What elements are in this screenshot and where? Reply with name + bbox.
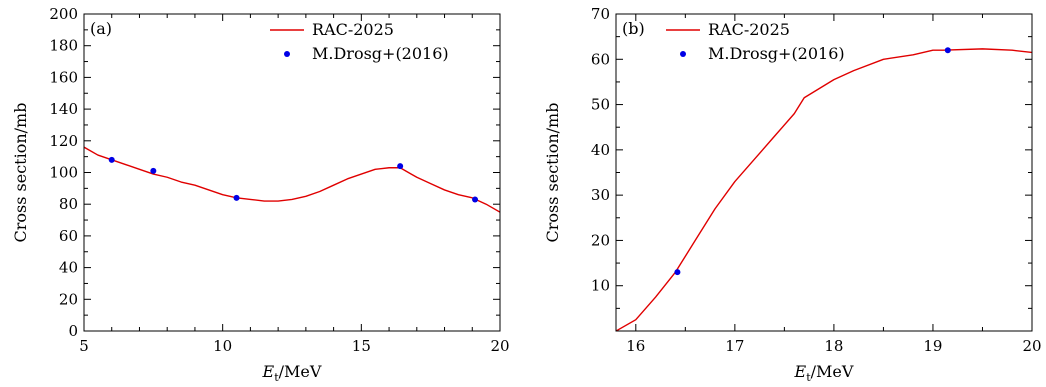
chart-panel-a: 5 10 15 20020406080100120140160180200Et/MeV… — [11, 5, 510, 384]
plot-frame — [615, 13, 1033, 332]
y-axis-label: Cross section/mb — [11, 103, 30, 243]
x-tick-label: 16 — [626, 337, 645, 355]
panel-label: (a) — [90, 19, 112, 38]
y-tick-label: 70 — [591, 5, 610, 23]
x-tick-label: 10 — [213, 337, 232, 355]
x-axis-label: Et/MeV — [262, 362, 322, 384]
y-tick-label: 180 — [49, 37, 78, 55]
y-tick-label: 20 — [59, 290, 78, 308]
y-tick-label: 140 — [49, 100, 78, 118]
y-tick-label: 50 — [591, 96, 610, 114]
legend-label: RAC-2025 — [708, 20, 790, 39]
legend-label: RAC-2025 — [312, 20, 394, 39]
x-tick-label: 5 — [79, 337, 89, 355]
y-tick-label: 160 — [49, 68, 78, 86]
legend: RAC-2025 M.Drosg+(2016) — [666, 20, 845, 63]
data-point-drosg-2016 — [108, 156, 115, 163]
y-tick-label: 200 — [49, 5, 78, 23]
y-tick-label: 40 — [591, 141, 610, 159]
y-tick-label: 120 — [49, 132, 78, 150]
panel-label: (b) — [622, 19, 645, 38]
data-point-drosg-2016 — [674, 269, 681, 276]
data-point-drosg-2016 — [397, 163, 404, 170]
legend-marker-swatch — [284, 51, 290, 57]
y-tick-label: 0 — [68, 322, 78, 340]
data-point-drosg-2016 — [944, 47, 951, 54]
x-tick-label: 20 — [490, 337, 509, 355]
legend-label: M.Drosg+(2016) — [312, 44, 449, 63]
legend-marker-swatch — [680, 51, 686, 57]
data-point-drosg-2016 — [233, 194, 240, 201]
x-tick-label: 17 — [725, 337, 744, 355]
chart-panel-b: 16 17 18 19 20 10 20 30 40 50 60 70 Et/MeV Cross sect… — [543, 5, 1042, 384]
y-tick-label: 40 — [59, 259, 78, 277]
plot-area — [84, 146, 500, 213]
plot-frame — [83, 13, 501, 332]
y-tick-label: 20 — [591, 231, 610, 249]
legend-label: M.Drosg+(2016) — [708, 44, 845, 63]
y-axis-label: Cross section/mb — [543, 103, 562, 243]
y-tick-label: 80 — [59, 195, 78, 213]
y-tick-label: 30 — [591, 186, 610, 204]
data-point-drosg-2016 — [472, 196, 479, 203]
y-tick-label: 60 — [59, 227, 78, 245]
legend: RAC-2025 M.Drosg+(2016) — [270, 20, 449, 63]
y-tick-label: 10 — [591, 277, 610, 295]
x-tick-label: 18 — [824, 337, 843, 355]
y-tick-label: 60 — [591, 50, 610, 68]
plot-area — [616, 47, 1032, 331]
x-tick-label: 15 — [352, 337, 371, 355]
x-axis-label: Et/MeV — [794, 362, 854, 384]
series-line-rac-2025 — [616, 48, 1032, 331]
x-tick-label: 19 — [923, 337, 942, 355]
x-tick-label: 20 — [1022, 337, 1041, 355]
y-tick-label: 100 — [49, 164, 78, 182]
series-line-rac-2025 — [84, 146, 500, 213]
data-point-drosg-2016 — [150, 167, 157, 174]
